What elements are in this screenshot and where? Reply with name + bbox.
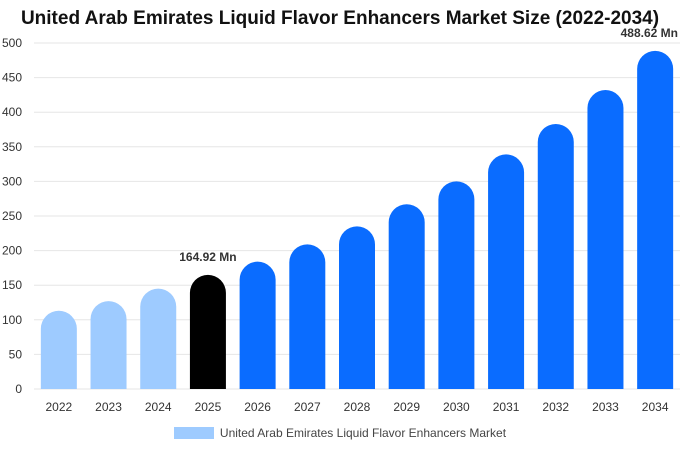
x-tick-label: 2027 <box>294 400 321 414</box>
y-tick-label: 50 <box>9 347 23 361</box>
x-tick-label: 2026 <box>244 400 271 414</box>
chart-title: United Arab Emirates Liquid Flavor Enhan… <box>20 8 660 29</box>
y-tick-label: 350 <box>2 140 22 154</box>
y-tick-label: 250 <box>2 209 22 223</box>
legend-label: United Arab Emirates Liquid Flavor Enhan… <box>219 426 507 440</box>
x-tick-label: 2023 <box>95 400 122 414</box>
y-tick-label: 400 <box>2 105 22 119</box>
x-tick-label: 2029 <box>393 400 420 414</box>
x-axis: 2022 2023 2024 2025 2026 2027 2028 2029 2030 2031… <box>45 400 668 414</box>
x-tick-label: 2028 <box>344 400 371 414</box>
bar <box>537 123 574 390</box>
bar <box>587 90 624 390</box>
bar <box>438 181 475 389</box>
x-tick-label: 2034 <box>642 400 669 414</box>
y-tick-label: 450 <box>2 71 22 85</box>
bar <box>90 301 127 389</box>
bar <box>140 288 177 389</box>
y-tick-label: 500 <box>2 36 22 50</box>
x-tick-label: 2025 <box>195 400 222 414</box>
y-tick-label: 100 <box>2 313 22 327</box>
bar <box>488 154 525 389</box>
x-tick-label: 2022 <box>45 400 72 414</box>
data-label: 488.62 Mn <box>621 26 678 40</box>
x-tick-label: 2030 <box>443 400 470 414</box>
bar <box>289 244 326 389</box>
y-tick-label: 150 <box>2 278 22 292</box>
y-tick-label: 300 <box>2 174 22 188</box>
bar <box>189 274 226 389</box>
bar <box>239 261 276 389</box>
bar <box>637 50 674 389</box>
x-tick-label: 2024 <box>145 400 172 414</box>
legend: United Arab Emirates Liquid Flavor Enhan… <box>0 426 680 440</box>
bar <box>40 310 77 389</box>
x-tick-label: 2031 <box>493 400 520 414</box>
y-tick-label: 0 <box>15 382 22 396</box>
x-tick-label: 2032 <box>542 400 569 414</box>
data-label: 164.92 Mn <box>179 250 236 264</box>
y-tick-label: 200 <box>2 244 22 258</box>
data-labels: 164.92 Mn 488.62 Mn <box>179 26 678 264</box>
x-tick-label: 2033 <box>592 400 619 414</box>
legend-swatch <box>173 427 214 439</box>
y-axis: 0 50 100 150 200 250 300 350 400 450 500 <box>2 36 22 396</box>
bar <box>339 226 375 389</box>
bars <box>40 50 674 390</box>
bar <box>388 204 425 389</box>
